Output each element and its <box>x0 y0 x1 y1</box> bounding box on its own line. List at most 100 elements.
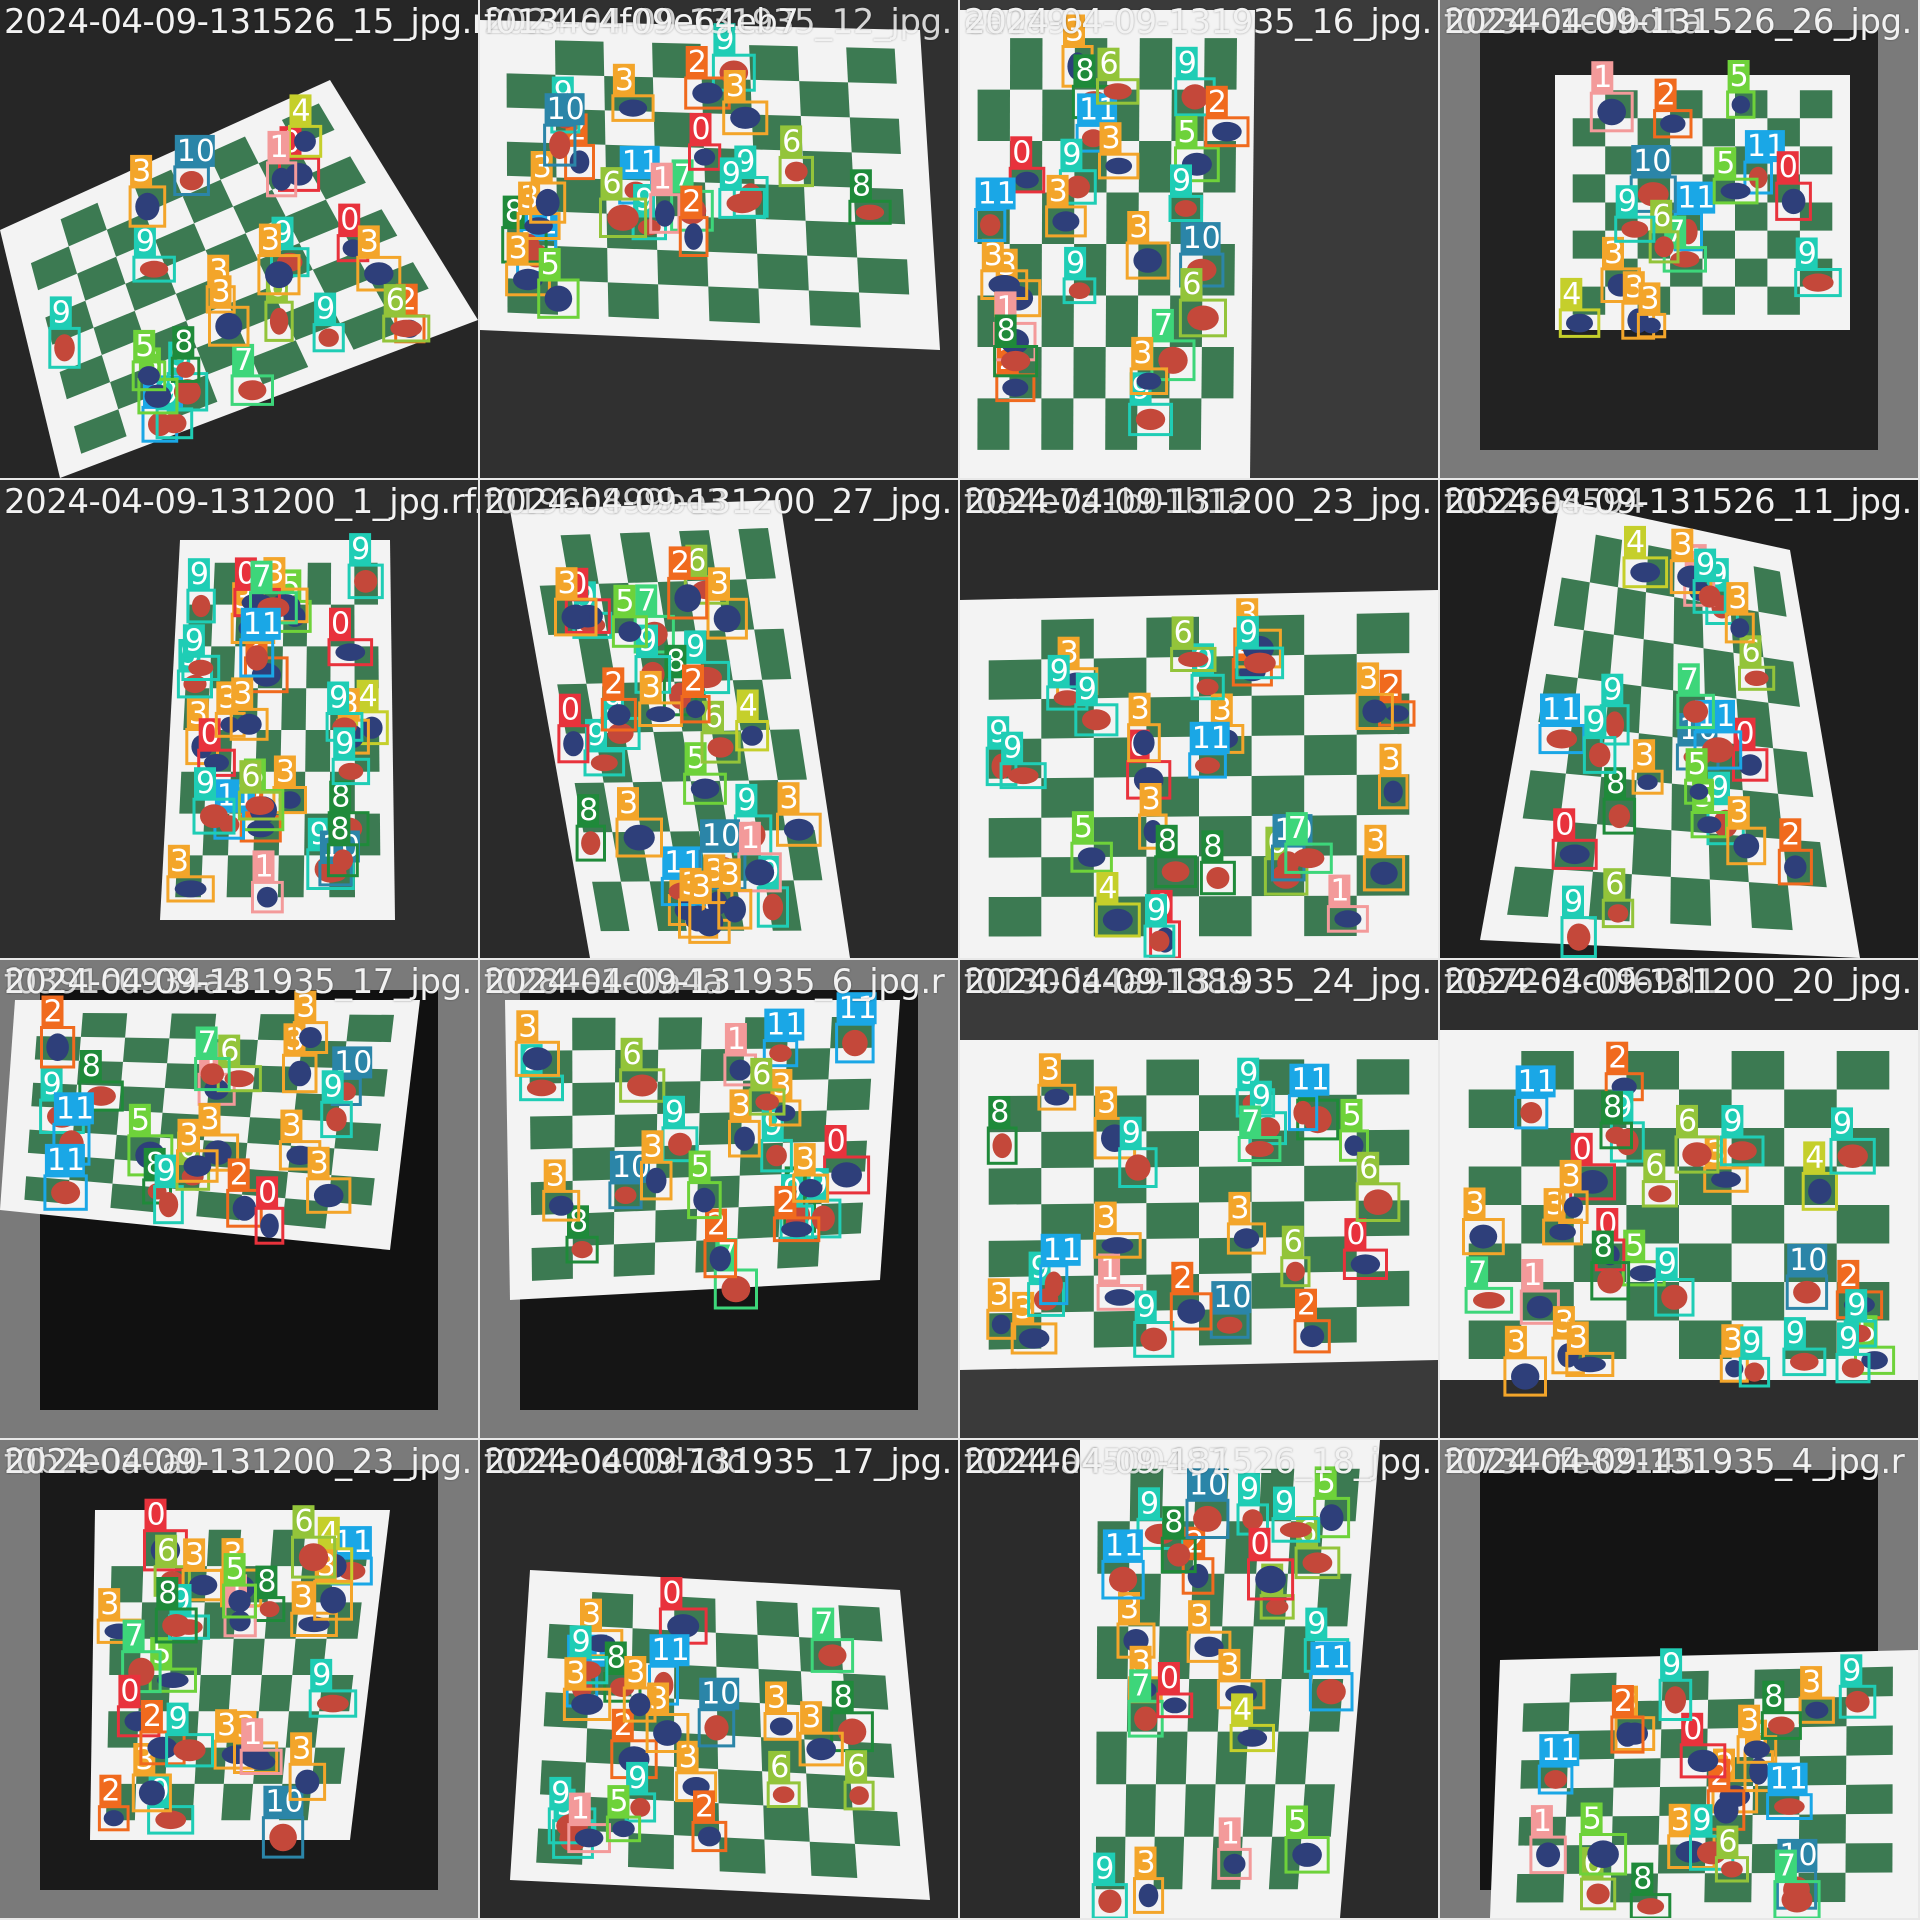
class-label-background <box>577 794 600 827</box>
class-label: 0 <box>340 203 359 238</box>
chess-piece <box>686 700 705 719</box>
dark-square <box>1251 775 1305 816</box>
chess-piece <box>298 1543 329 1572</box>
dark-square <box>1748 882 1793 931</box>
class-label: 11 <box>243 607 281 642</box>
class-label-background <box>231 677 254 710</box>
class-label-background <box>1187 1468 1227 1501</box>
class-label: 3 <box>619 786 638 821</box>
class-label-background <box>1738 1704 1761 1737</box>
class-label-background <box>1063 14 1085 47</box>
class-label-background <box>1093 1852 1116 1885</box>
class-label: 11 <box>1043 1233 1081 1268</box>
chess-piece <box>224 1070 255 1088</box>
class-label-background <box>1740 1326 1763 1359</box>
class-label: 9 <box>1696 548 1715 583</box>
dark-square <box>843 1673 889 1710</box>
class-label: 1 <box>1533 1804 1552 1839</box>
chess-piece <box>1292 1842 1322 1867</box>
dark-square <box>123 1037 170 1064</box>
chess-piece <box>1559 844 1590 865</box>
dark-square <box>619 532 658 583</box>
class-label: 7 <box>234 343 253 378</box>
class-label-background <box>764 1008 805 1041</box>
chess-piece <box>1344 1135 1364 1156</box>
chess-piece <box>1285 1261 1305 1282</box>
class-label: 3 <box>1723 1323 1742 1358</box>
dark-square <box>658 1017 703 1050</box>
dark-square <box>208 136 259 180</box>
class-label: 6 <box>1359 1151 1378 1186</box>
chess-piece <box>1178 651 1209 668</box>
class-label-background <box>1774 1849 1797 1882</box>
class-label: 1 <box>1593 60 1612 95</box>
chess-piece <box>1713 1796 1739 1824</box>
detection-image-tile: 539366799132115380091034911f0244a4500487… <box>960 1440 1438 1918</box>
class-label: 9 <box>1603 673 1622 708</box>
chess-piece <box>849 1786 869 1805</box>
class-label: 7 <box>1288 811 1307 846</box>
dark-square <box>607 282 659 319</box>
chess-piece <box>200 1063 224 1085</box>
chess-piece <box>741 725 763 746</box>
class-label-background <box>1603 868 1626 901</box>
class-label: 0 <box>1012 135 1031 170</box>
chess-piece <box>1738 754 1762 776</box>
chess-piece <box>335 643 366 661</box>
dark-square <box>1845 1784 1893 1815</box>
class-label: 6 <box>847 1749 866 1784</box>
chess-piece <box>1784 855 1807 879</box>
chess-piece <box>1000 350 1031 372</box>
detection-box <box>514 1040 560 1077</box>
class-label-background <box>1685 748 1708 781</box>
detection-box <box>542 1189 581 1222</box>
dark-square <box>557 246 608 283</box>
chess-piece <box>1370 861 1398 885</box>
board-photo: 11976999910900832633354315 <box>0 80 478 478</box>
class-label: 3 <box>732 1088 751 1123</box>
chess-piece <box>1793 1280 1821 1304</box>
dark-square <box>706 217 758 254</box>
chess-piece <box>1363 1189 1393 1215</box>
dark-square <box>202 1602 237 1639</box>
class-label-background <box>307 1146 330 1179</box>
overlay-filename: 2024-04-09-131935_12_jpg. <box>484 2 952 42</box>
class-label-background <box>812 1607 835 1640</box>
dark-square <box>59 355 111 400</box>
dark-square <box>1670 146 1703 175</box>
image-filename: 2024-04-09-131200_20_jpg. <box>1444 962 1912 1002</box>
class-label: 7 <box>1777 1849 1796 1884</box>
class-label-background <box>155 1534 178 1567</box>
class-label: 3 <box>261 223 280 258</box>
dark-square <box>1125 1784 1156 1837</box>
board-photo: 105163332333989909298116711 <box>960 1040 1438 1370</box>
image-filename: 2024-04-09-131526_11_jpg. <box>1444 482 1912 522</box>
chess-piece <box>645 1167 667 1194</box>
class-label: 9 <box>1833 1106 1852 1141</box>
detection-image-tile: 105163332333989909298116711f0130da4a9188… <box>960 960 1438 1438</box>
dark-square <box>763 1805 810 1842</box>
class-label: 5 <box>1074 810 1093 845</box>
detection-image-tile: 1038911963732953013983269311ea0a92024-04… <box>960 0 1438 478</box>
overlay-filename: ea0a9 <box>964 2 1068 42</box>
class-label: 11 <box>839 991 877 1026</box>
class-label: 1 <box>741 821 760 856</box>
class-label-background <box>1795 237 1818 270</box>
class-label: 7 <box>253 560 272 595</box>
dark-square <box>198 1675 232 1712</box>
dark-square <box>846 47 897 84</box>
dark-square <box>1356 612 1410 654</box>
dark-square <box>756 1600 800 1638</box>
dark-square <box>1146 1059 1199 1096</box>
class-label: 9 <box>136 224 155 259</box>
chess-piece <box>1177 1299 1206 1324</box>
detection-box <box>1355 1182 1401 1223</box>
class-label: 3 <box>233 676 252 711</box>
class-label-background <box>1201 830 1224 863</box>
chess-piece <box>236 713 262 735</box>
class-label: 8 <box>1606 766 1625 801</box>
class-label-background <box>333 727 356 760</box>
class-label-background <box>1188 1600 1211 1633</box>
chess-piece <box>772 1786 795 1803</box>
class-label-background <box>729 1089 752 1122</box>
